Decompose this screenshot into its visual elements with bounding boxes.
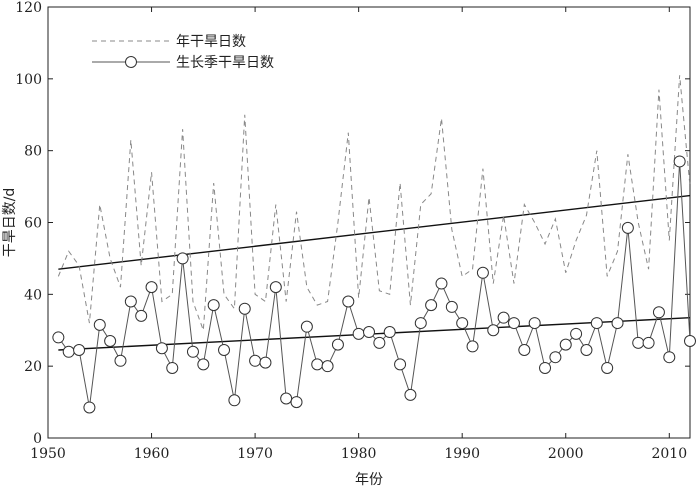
series-point-growing-season (166, 361, 179, 374)
series-point-growing-season (331, 338, 344, 351)
series-point-growing-season (539, 361, 552, 374)
y-tick-label: 0 (33, 431, 42, 447)
series-point-growing-season (155, 342, 168, 355)
series-point-growing-season (311, 358, 324, 371)
series-point-growing-season (135, 309, 148, 322)
axes-frame-group (47, 6, 691, 439)
series-point-growing-season (62, 345, 75, 358)
series-point-growing-season (466, 340, 479, 353)
series-point-growing-season (363, 326, 375, 339)
series-point-growing-season (404, 388, 417, 401)
series-point-growing-season (414, 317, 427, 330)
series-point-growing-season (425, 299, 438, 312)
series-point-growing-season (352, 327, 365, 340)
series-point-growing-season (249, 354, 262, 367)
series-point-growing-season (176, 252, 189, 265)
x-tick-label: 1990 (444, 446, 480, 462)
series-point-growing-season (228, 394, 241, 407)
series-group (52, 75, 696, 414)
y-tick-label: 80 (24, 144, 42, 160)
series-point-growing-season (83, 401, 96, 414)
series-point-growing-season (104, 335, 117, 348)
plot-frame (47, 6, 691, 439)
series-point-growing-season (145, 281, 158, 294)
series-point-growing-season (611, 317, 624, 330)
series-point-growing-season (373, 336, 386, 349)
y-tick-label: 100 (15, 72, 42, 88)
series-point-growing-season (269, 281, 282, 294)
x-tick-label: 1960 (134, 446, 170, 462)
series-point-growing-season (642, 336, 655, 349)
y-tick-label: 60 (24, 216, 42, 232)
series-point-growing-season (487, 324, 500, 337)
series-point-growing-season (124, 295, 137, 308)
series-point-growing-season (259, 356, 272, 369)
series-point-growing-season (601, 361, 614, 374)
y-tick-label: 20 (24, 359, 42, 375)
series-point-growing-season (528, 317, 541, 330)
x-tick-label: 2010 (651, 446, 687, 462)
series-point-growing-season (114, 354, 127, 367)
series-point-growing-season (684, 335, 696, 348)
series-point-growing-season (663, 351, 676, 364)
x-tick-label: 1980 (341, 446, 377, 462)
series-point-growing-season (207, 299, 220, 312)
series-point-growing-season (580, 344, 593, 357)
series-point-growing-season (394, 358, 407, 371)
series-point-growing-season (497, 311, 510, 324)
series-point-growing-season (632, 336, 645, 349)
legend-label-annual: 年干旱日数 (176, 34, 246, 50)
series-point-growing-season (507, 317, 520, 330)
series-line-annual (57, 75, 691, 331)
series-point-growing-season (290, 396, 303, 409)
series-point-growing-season (300, 320, 313, 333)
series-point-growing-season (652, 306, 665, 319)
series-point-growing-season (93, 318, 106, 331)
series-point-growing-season (197, 358, 210, 371)
series-point-growing-season (673, 155, 686, 168)
y-axis-title: 干旱日数/d (2, 188, 18, 258)
ticks-group: 1950 1960 1970 1980 1990 2000 2010 0 20 40 60 80 100… (15, 0, 690, 462)
series-point-growing-season (186, 345, 199, 358)
series-point-growing-season (559, 338, 572, 351)
series-point-growing-season (549, 351, 562, 364)
series-point-growing-season (321, 360, 334, 373)
series-point-growing-season (383, 326, 396, 339)
x-tick-label: 1950 (30, 446, 66, 462)
legend-label-growing-season: 生长季干旱日数 (176, 55, 274, 71)
x-tick-label: 1970 (237, 446, 273, 462)
series-point-growing-season (435, 277, 448, 290)
y-tick-label: 40 (24, 287, 42, 303)
series-point-growing-season (445, 300, 458, 313)
x-axis-title: 年份 (355, 472, 383, 488)
series-point-growing-season (476, 266, 489, 279)
series-point-growing-season (590, 317, 603, 330)
series-point-growing-season (456, 317, 469, 330)
trendline (58, 194, 691, 270)
series-point-growing-season (280, 392, 293, 405)
y-tick-label: 120 (15, 0, 42, 16)
series-point-growing-season (238, 302, 251, 315)
series-point-growing-season (570, 327, 583, 340)
x-tick-label: 2000 (548, 446, 584, 462)
series-point-growing-season (218, 344, 231, 357)
series-point-growing-season (518, 344, 531, 357)
series-point-growing-season (621, 221, 634, 234)
legend-marker-growing-season (125, 56, 137, 68)
series-point-growing-season (342, 295, 355, 308)
series-point-growing-season (73, 344, 86, 357)
series-point-growing-season (52, 331, 65, 344)
